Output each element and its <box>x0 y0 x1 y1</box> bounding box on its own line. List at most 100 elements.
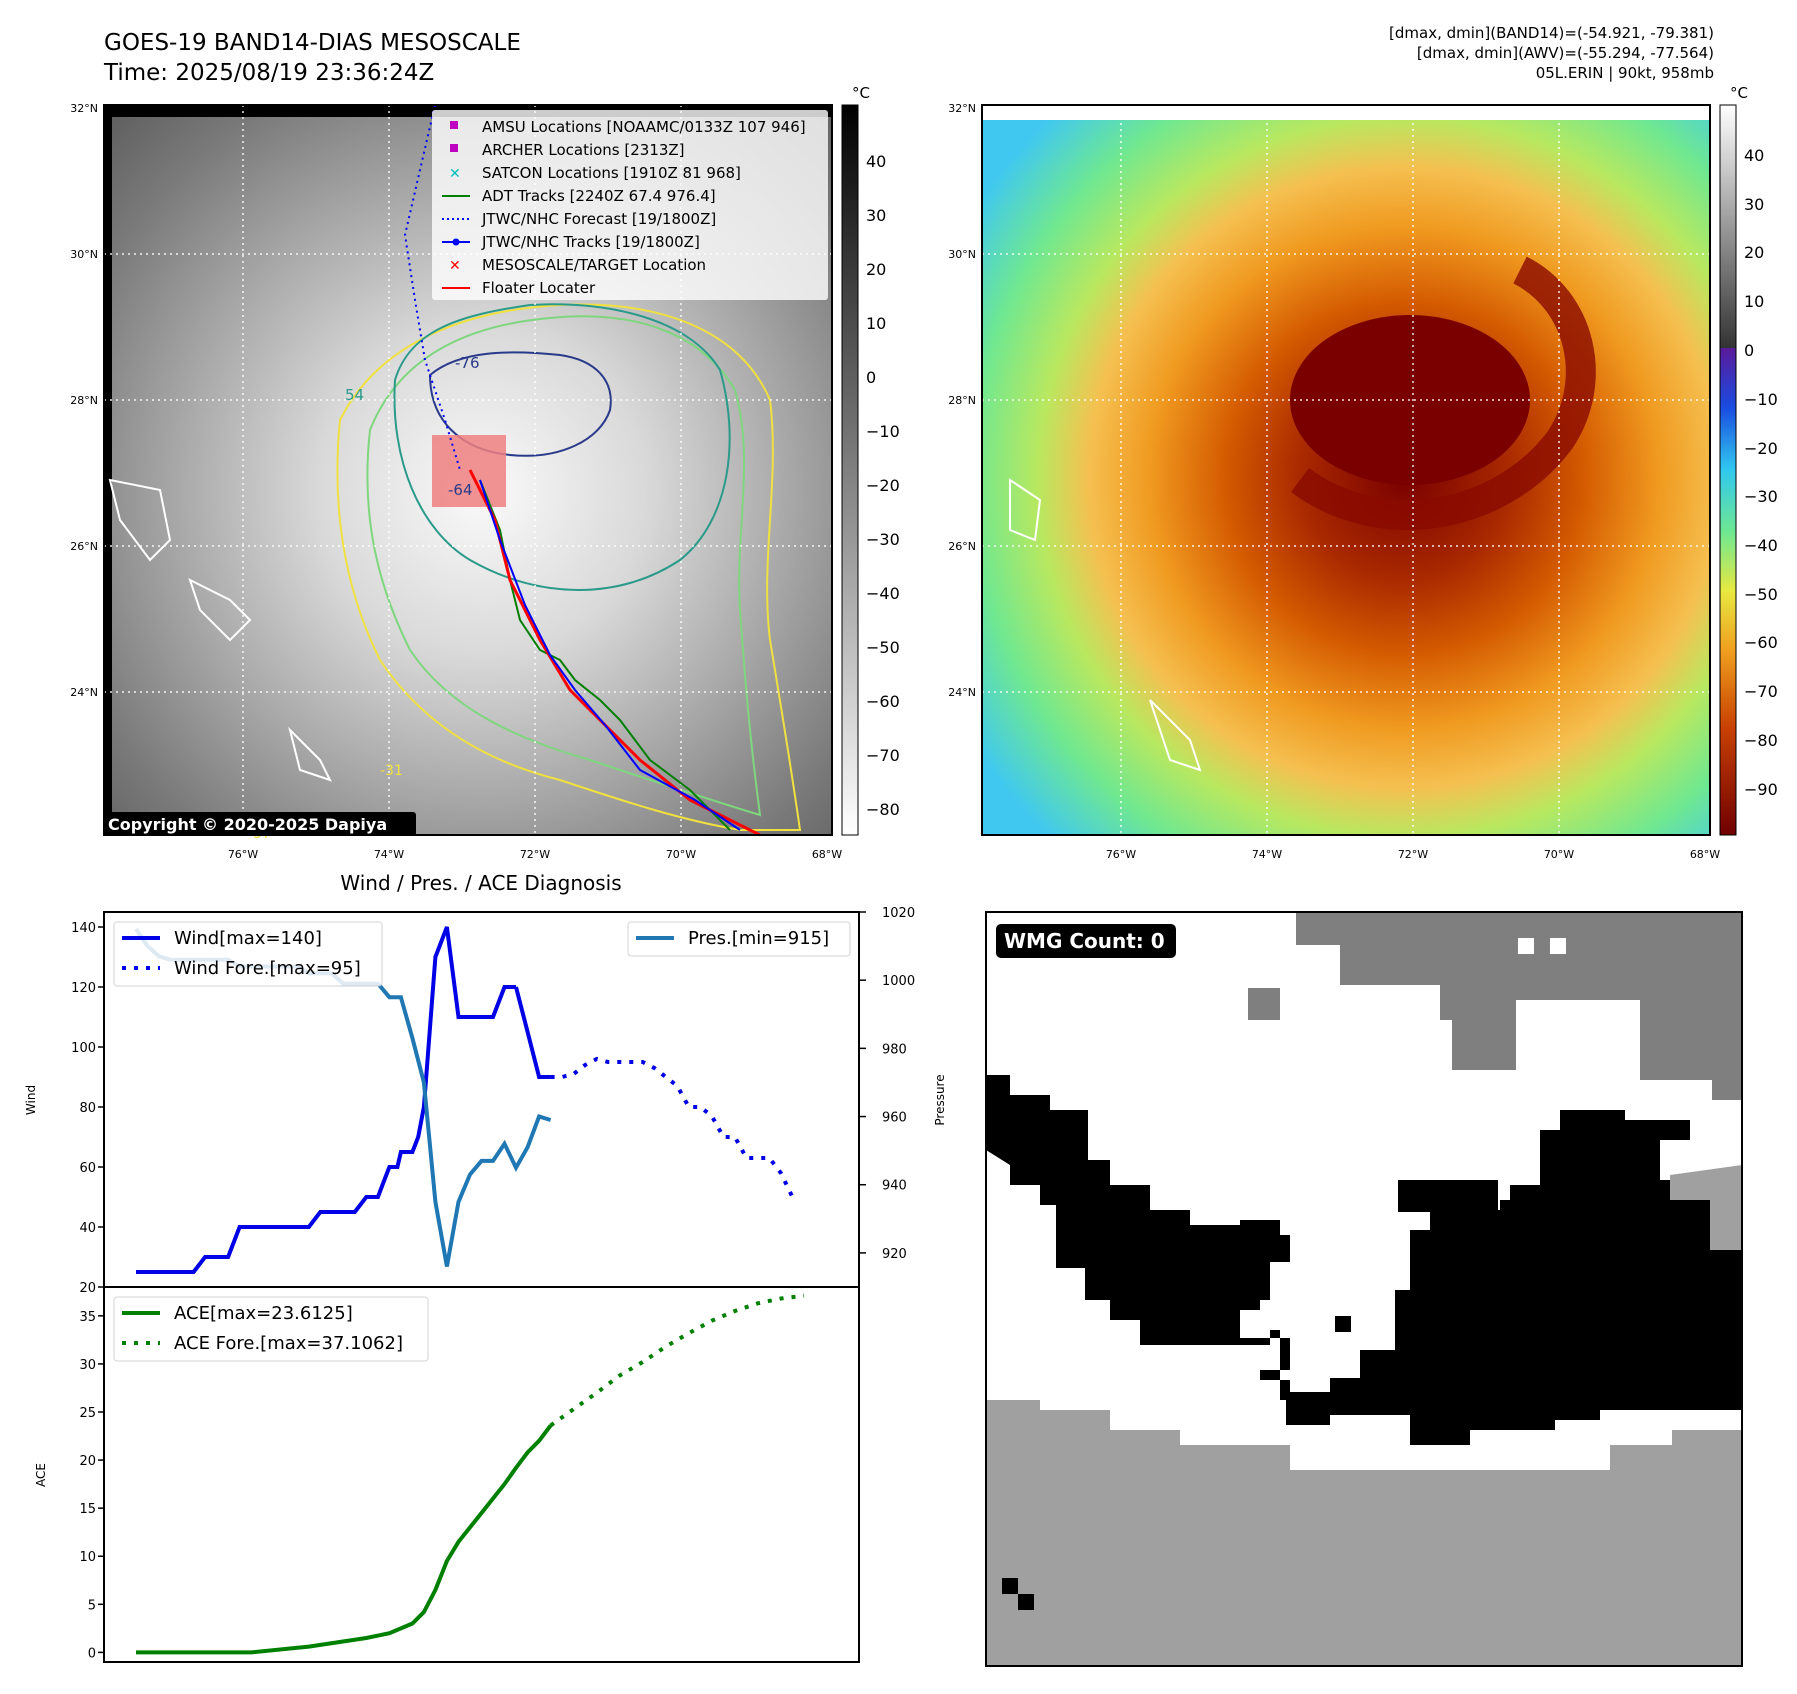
cbar-tick: 20 <box>866 260 886 279</box>
legend-label: Wind[max=140] <box>174 928 322 949</box>
wmg-gray-region <box>1296 912 1742 1100</box>
legend-box <box>432 110 828 300</box>
lat-label: 28°N <box>948 394 976 407</box>
island-outline <box>108 478 172 562</box>
ace-ytick: 25 <box>79 1406 96 1421</box>
figure-title: GOES-19 BAND14-DIAS MESOSCALE <box>104 30 521 56</box>
lon-label: 76°W <box>228 848 258 861</box>
pressure-axis-label: Pressure <box>933 1074 947 1125</box>
cbar-tick: −60 <box>1744 633 1778 652</box>
lat-label: 26°N <box>70 540 98 553</box>
wind-ytick: 80 <box>79 1101 96 1116</box>
legend-label: Pres.[min=915] <box>688 928 829 949</box>
wmg-white-pixel <box>1518 938 1534 954</box>
legend-label: Floater Locater <box>482 279 596 297</box>
legend-label: ARCHER Locations [2313Z] <box>482 141 685 159</box>
ace-ytick: 30 <box>79 1358 96 1373</box>
awv-map-background <box>982 120 1710 835</box>
contour-label: -76 <box>455 354 480 372</box>
awv-colorbar: °C 40 30 20 10 0 −10 −20 −30 −40 −50 −60… <box>1719 84 1778 836</box>
legend-label: MESOSCALE/TARGET Location <box>482 256 706 274</box>
island-outline <box>1009 478 1042 542</box>
wind-series-line <box>514 986 551 1079</box>
colorbar-unit: °C <box>1730 84 1748 102</box>
ace-ytick: 0 <box>88 1646 96 1661</box>
legend-marker-archer <box>450 144 458 152</box>
lat-label: 32°N <box>70 102 98 115</box>
ace-ytick: 15 <box>79 1502 96 1517</box>
contour-label: -64 <box>448 481 473 499</box>
lon-label: 72°W <box>520 848 550 861</box>
cbar-tick: −30 <box>866 530 900 549</box>
cbar-tick: −70 <box>1744 682 1778 701</box>
ace-series-line <box>136 1424 553 1655</box>
copyright-text: Copyright © 2020-2025 Dapiya <box>108 815 387 834</box>
lat-label: 32°N <box>948 102 976 115</box>
awv-map-axis-labels: 32°N 30°N 28°N 26°N 24°N 76°W 74°W 72°W … <box>948 102 1720 861</box>
legend-label: Wind Fore.[max=95] <box>174 958 361 979</box>
wind-ytick: 100 <box>71 1041 96 1056</box>
ace-ytick: 5 <box>88 1598 96 1613</box>
cbar-tick: −10 <box>866 422 900 441</box>
island-outline <box>1149 699 1202 772</box>
legend-label: AMSU Locations [NOAAMC/0133Z 107 946] <box>482 118 806 136</box>
lon-label: 76°W <box>1106 848 1136 861</box>
jtwc-forecast-track <box>403 104 461 471</box>
wmg-gray-pixel <box>1248 988 1280 1020</box>
cbar-tick: −20 <box>866 476 900 495</box>
cbar-tick: 10 <box>866 314 886 333</box>
island-outline <box>288 726 332 782</box>
lon-label: 74°W <box>374 848 404 861</box>
ir-colorbar: °C 40 30 20 10 0 −10 −20 −30 −40 −50 −60… <box>841 84 900 836</box>
cbar-tick: −30 <box>1744 487 1778 506</box>
pressure-ytick: 960 <box>882 1111 907 1126</box>
ir-map-panel: -76 -64 54 -37 -31 AMSU Locations [NOAAM… <box>103 104 833 842</box>
ir-map-axis-labels: 32°N 30°N 28°N 26°N 24°N 76°W 74°W 72°W … <box>70 102 842 861</box>
wind-ytick: 40 <box>79 1221 96 1236</box>
wind-forecast-line <box>550 1056 795 1198</box>
legend-marker-amsu <box>450 121 458 129</box>
ace-ytick: 35 <box>79 1310 96 1325</box>
wind-legend: Wind[max=140] Wind Fore.[max=95] <box>113 921 383 987</box>
wmg-black-pixel <box>1002 1578 1018 1594</box>
lat-label: 26°N <box>948 540 976 553</box>
wind-ytick: 120 <box>71 981 96 996</box>
stats-line-1: [dmax, dmin](BAND14)=(-54.921, -79.381) <box>1389 24 1714 42</box>
colorbar-unit: °C <box>852 84 870 102</box>
wmg-white-pixel <box>1255 1345 1280 1361</box>
wind-series-line <box>136 926 516 1274</box>
ace-axis-label: ACE <box>34 1463 48 1487</box>
awv-map-panel <box>981 104 1711 836</box>
diagnosis-title: Wind / Pres. / ACE Diagnosis <box>340 871 621 895</box>
cbar-tick: −80 <box>866 800 900 819</box>
lat-label: 24°N <box>70 686 98 699</box>
wmg-light-gray-region <box>986 1400 1742 1666</box>
cbar-tick: 0 <box>1744 341 1754 360</box>
wind-ytick: 20 <box>79 1281 96 1296</box>
wmg-light-gray-region <box>1670 1165 1742 1250</box>
legend-label: SATCON Locations [1910Z 81 968] <box>482 164 741 182</box>
ace-legend: ACE[max=23.6125] ACE Fore.[max=37.1062] <box>113 1296 429 1362</box>
cbar-tick: −10 <box>1744 390 1778 409</box>
island-outline <box>188 578 252 642</box>
map-legend: AMSU Locations [NOAAMC/0133Z 107 946] AR… <box>432 110 828 300</box>
wmg-black-pixel <box>1398 1180 1498 1212</box>
pressure-ytick: 1020 <box>882 906 915 921</box>
wmg-count-label: WMG Count: 0 <box>1004 929 1165 953</box>
cbar-tick: 20 <box>1744 243 1764 262</box>
cbar-tick: −20 <box>1744 439 1778 458</box>
lat-label: 28°N <box>70 394 98 407</box>
wind-axis-label: Wind <box>24 1085 38 1115</box>
wmg-count-badge <box>996 924 1176 958</box>
legend-marker-satcon: ✕ <box>449 166 461 182</box>
cbar-tick: 10 <box>1744 292 1764 311</box>
pressure-ytick: 1000 <box>882 974 915 989</box>
lat-label: 24°N <box>948 686 976 699</box>
ace-forecast-line <box>549 1293 805 1428</box>
legend-label: JTWC/NHC Tracks [19/1800Z] <box>481 233 700 251</box>
cbar-tick: 30 <box>866 206 886 225</box>
wmg-white-pixel <box>1550 938 1566 954</box>
contour-label: 54 <box>345 386 364 404</box>
legend-label: JTWC/NHC Forecast [19/1800Z] <box>481 210 716 228</box>
